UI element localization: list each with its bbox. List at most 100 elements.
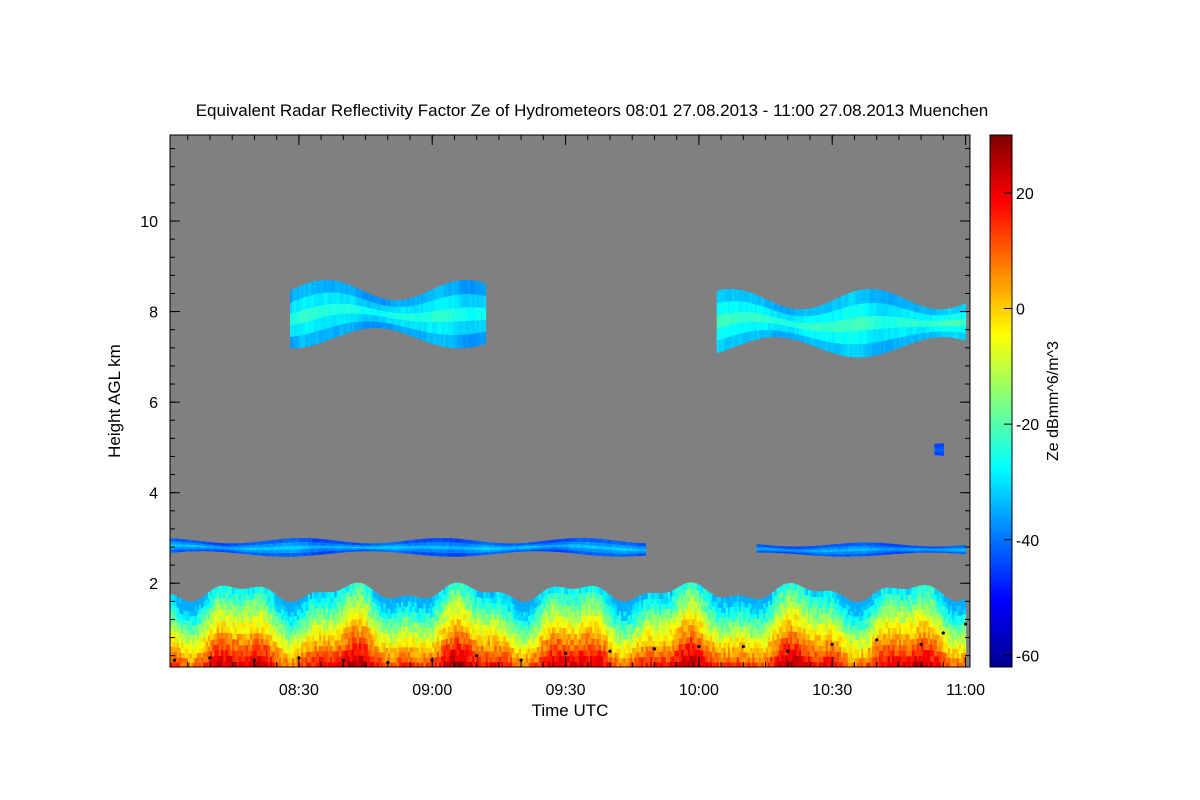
reflectivity-cell [198, 548, 202, 552]
reflectivity-cell [474, 332, 478, 347]
reflectivity-cell [825, 312, 829, 323]
reflectivity-cell [376, 315, 380, 322]
reflectivity-cell [801, 546, 804, 549]
reflectivity-cell [465, 306, 469, 321]
reflectivity-cell [276, 606, 280, 613]
reflectivity-cell [554, 609, 558, 616]
reflectivity-cell [738, 289, 742, 302]
reflectivity-cell [545, 622, 549, 629]
reflectivity-cell [503, 635, 507, 642]
reflectivity-cell [178, 549, 182, 553]
reflectivity-cell [618, 544, 622, 548]
reflectivity-cell [218, 643, 222, 651]
reflectivity-cell [203, 626, 207, 632]
reflectivity-cell [601, 539, 604, 544]
reflectivity-cell [410, 542, 413, 546]
reflectivity-cell [221, 548, 224, 551]
reflectivity-cell [314, 538, 318, 543]
reflectivity-cell [390, 603, 393, 609]
reflectivity-cell [434, 538, 438, 543]
reflectivity-cell [896, 295, 900, 307]
reflectivity-cell [823, 549, 827, 552]
reflectivity-cell [356, 582, 360, 590]
reflectivity-cell [407, 631, 411, 638]
reflectivity-cell [330, 597, 333, 604]
reflectivity-cell [387, 546, 391, 549]
reflectivity-cell [398, 662, 402, 667]
reflectivity-cell [425, 538, 429, 543]
reflectivity-cell [247, 610, 251, 617]
reflectivity-cell [438, 613, 442, 620]
reflectivity-cell [223, 548, 227, 551]
reflectivity-cell [916, 548, 920, 551]
reflectivity-cell [370, 644, 373, 651]
reflectivity-cell [885, 327, 889, 341]
reflectivity-cell [810, 322, 813, 331]
reflectivity-cell [265, 599, 269, 606]
reflectivity-cell [272, 614, 275, 620]
reflectivity-cell [412, 641, 415, 648]
reflectivity-cell [452, 601, 455, 608]
reflectivity-cell [543, 546, 547, 550]
reflectivity-cell [932, 550, 935, 553]
reflectivity-cell [403, 306, 407, 314]
reflectivity-cell [943, 550, 947, 552]
reflectivity-cell [327, 602, 331, 609]
reflectivity-cell [285, 657, 289, 663]
reflectivity-cell [323, 592, 327, 598]
reflectivity-cell [934, 320, 938, 327]
reflectivity-cell [198, 632, 202, 639]
reflectivity-cell [454, 655, 458, 662]
reflectivity-cell [301, 637, 304, 643]
reflectivity-cell [170, 661, 173, 667]
reflectivity-cell [318, 330, 322, 343]
reflectivity-cell [852, 330, 855, 345]
reflectivity-cell [492, 618, 495, 625]
reflectivity-cell [438, 321, 442, 335]
reflectivity-cell [210, 661, 213, 667]
reflectivity-cell [178, 541, 182, 545]
reflectivity-cell [241, 655, 244, 662]
reflectivity-cell [936, 325, 940, 332]
reflectivity-cell [445, 541, 449, 546]
reflectivity-cell [478, 618, 482, 625]
reflectivity-cell [436, 321, 440, 334]
reflectivity-cell [410, 545, 413, 549]
reflectivity-cell [187, 634, 191, 640]
reflectivity-cell [812, 546, 815, 549]
reflectivity-cell [396, 632, 400, 638]
reflectivity-cell [438, 333, 442, 346]
reflectivity-cell [436, 548, 440, 553]
reflectivity-cell [372, 321, 375, 328]
reflectivity-cell [467, 604, 471, 611]
reflectivity-cell [192, 548, 195, 552]
reflectivity-cell [407, 320, 411, 328]
reflectivity-cell [525, 653, 529, 659]
reflectivity-cell [798, 548, 802, 550]
reflectivity-cell [585, 544, 589, 549]
reflectivity-cell [287, 538, 291, 543]
reflectivity-cell [367, 307, 371, 315]
reflectivity-cell [274, 630, 278, 637]
reflectivity-cell [578, 547, 582, 551]
reflectivity-cell [214, 604, 218, 611]
reflectivity-cell [236, 545, 240, 548]
reflectivity-cell [276, 626, 280, 633]
reflectivity-cell [192, 544, 195, 548]
reflectivity-cell [790, 547, 793, 550]
reflectivity-cell [503, 598, 507, 605]
reflectivity-cell [254, 547, 258, 551]
reflectivity-cell [336, 545, 340, 549]
reflectivity-cell [630, 553, 633, 557]
reflectivity-cell [394, 324, 398, 331]
reflectivity-cell [187, 643, 191, 649]
reflectivity-cell [367, 627, 371, 634]
reflectivity-cell [614, 546, 618, 551]
reflectivity-cell [461, 631, 464, 638]
reflectivity-cell [263, 661, 267, 667]
reflectivity-cell [830, 321, 833, 333]
reflectivity-cell [290, 336, 293, 349]
reflectivity-cell [170, 594, 173, 600]
reflectivity-cell [190, 606, 193, 612]
reflectivity-cell [210, 595, 213, 602]
